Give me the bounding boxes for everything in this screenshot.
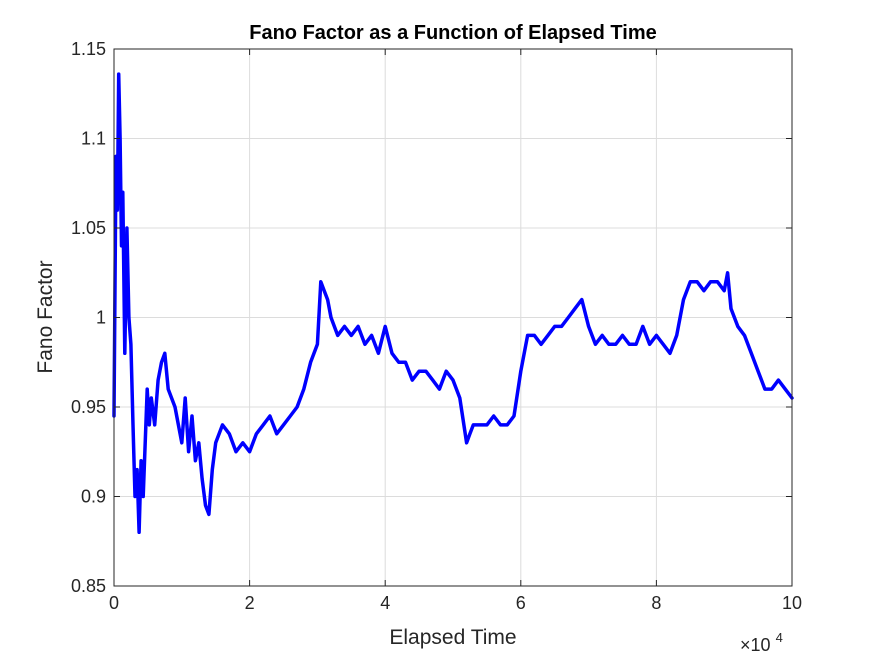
y-tick-label: 0.9 xyxy=(81,487,106,507)
x-tick-label: 6 xyxy=(516,593,526,613)
y-tick-label: 1.05 xyxy=(71,218,106,238)
x-tick-label: 10 xyxy=(782,593,802,613)
x-tick-label: 4 xyxy=(380,593,390,613)
x-exponent-label: ×10 4 xyxy=(740,630,783,655)
x-tick-label: 2 xyxy=(245,593,255,613)
x-tick-label: 0 xyxy=(109,593,119,613)
x-axis-label: Elapsed Time xyxy=(389,626,516,649)
y-tick-label: 1.1 xyxy=(81,129,106,149)
y-tick-label: 0.95 xyxy=(71,397,106,417)
x-exponent-base: ×10 xyxy=(740,635,771,655)
fano-factor-line xyxy=(112,72,794,535)
chart-title: Fano Factor as a Function of Elapsed Tim… xyxy=(249,22,656,44)
tick-layer: 0 2 4 6 8 10 0.85 0.9 0.95 1 1.05 1.1 1.15 xyxy=(71,39,802,613)
y-tick-label: 1.15 xyxy=(71,39,106,59)
y-axis-label: Fano Factor xyxy=(34,260,57,373)
data-line-layer xyxy=(112,72,794,535)
y-tick-label: 1 xyxy=(96,308,106,328)
x-exponent-power: 4 xyxy=(776,630,783,645)
x-tick-label: 8 xyxy=(651,593,661,613)
y-tick-label: 0.85 xyxy=(71,576,106,596)
